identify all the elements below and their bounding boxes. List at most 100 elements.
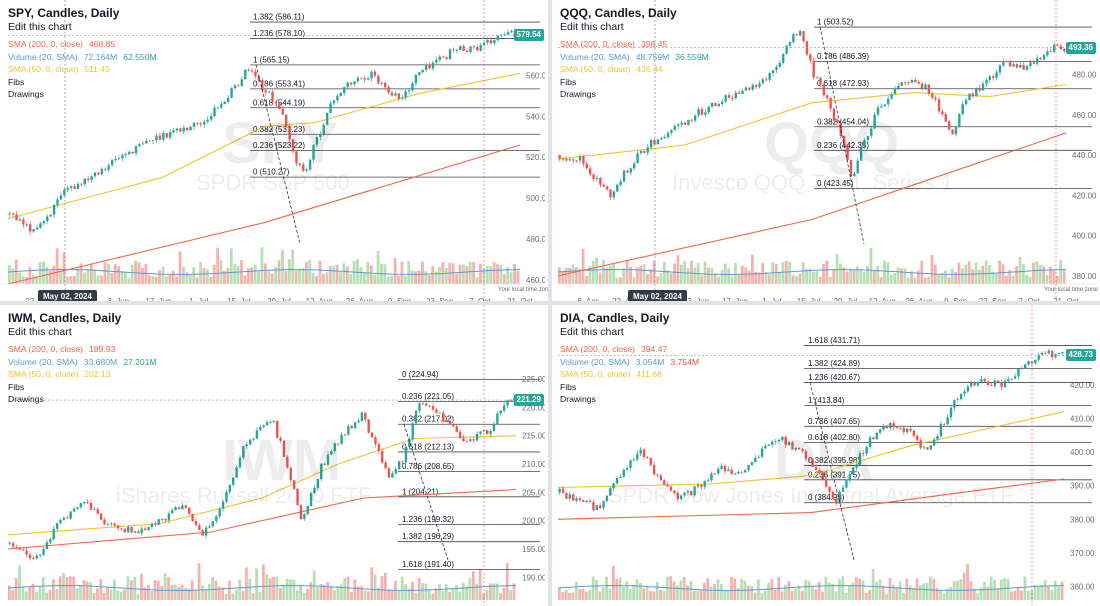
candle-body [754,457,757,463]
candle-body [235,467,238,478]
edit-chart-link[interactable]: Edit this chart [8,326,72,338]
legend-volume[interactable]: Volume (20, SMA) 72.164M 62.550M [8,52,157,62]
chart-panel-qqq[interactable]: 480.00 460.00 440.00 420.00 400.00 380.00 1 (5… [552,0,1100,301]
legend-sma[interactable]: SMA (200, 0, close) 189.93 [8,344,115,354]
legend-drawings[interactable]: Drawings [8,394,44,404]
legend-sma[interactable]: SMA (50, 0, close) 511.45 [8,64,110,74]
volume-bar [335,264,339,284]
volume-bar [284,270,288,284]
legend-fibs[interactable]: Fibs [560,77,576,87]
volume-bar [100,275,103,284]
volume-bar [151,276,155,284]
legend-sma[interactable]: SMA (50, 0, close) 411.68 [560,369,662,379]
volume-bar [972,588,976,600]
volume-bar [902,592,905,600]
timezone-label[interactable]: Your local time zone [1044,287,1098,293]
candle-body [947,121,951,130]
candle-body [18,219,22,221]
volume-bar [1043,579,1047,600]
edit-chart-link[interactable]: Edit this chart [560,326,624,338]
volume-bar [811,586,814,600]
legend-sma[interactable]: SMA (50, 0, close) 436.44 [560,64,663,74]
volume-bar [444,584,448,600]
legend-fibs[interactable]: Fibs [8,77,24,87]
candle-body [1019,65,1022,68]
candle-body [221,501,225,509]
edit-chart-link[interactable]: Edit this chart [8,21,72,33]
candle-body [407,90,411,92]
chart-panel-dia[interactable]: 420.00 410.00 400.00 390.00 380.00 370.00 360.… [552,305,1100,606]
candle-body [104,168,107,170]
legend-sma[interactable]: SMA (200, 0, close) 398.45 [560,39,667,49]
volume-bar [41,576,45,600]
volume-bar [55,248,59,284]
volume-bar [608,265,612,284]
candle-body [303,514,306,520]
legend-drawings[interactable]: Drawings [8,89,44,99]
fib-level-label: 1.618 (431.71) [808,336,860,345]
legend-drawings[interactable]: Drawings [560,394,596,404]
candle-body [919,440,922,448]
volume-bar [343,577,347,600]
volume-bar [1055,275,1059,284]
legend-volume[interactable]: Volume (20, SMA) 3.054M 3.754M [560,357,699,367]
volume-bar [309,582,313,600]
volume-bar [797,585,801,600]
candle-body [199,123,203,125]
volume-bar [720,269,724,284]
candle-body [11,213,15,215]
candle-body [616,184,619,192]
candle-body [612,483,615,489]
candle-body [309,493,313,506]
chart-canvas[interactable]: 480.00 460.00 440.00 420.00 400.00 380.00 1 (5… [552,0,1097,301]
fib-anchor-line[interactable] [255,64,301,245]
chart-panel-spy[interactable]: 560.00 540.00 520.00 500.00 480.00 460.00 1.38… [0,0,548,301]
candle-body [244,69,247,80]
volume-bar [45,592,49,600]
candle-body [228,484,232,492]
volume-bar [11,268,15,284]
legend-volume[interactable]: Volume (20, SMA) 33.680M 27.201M [8,357,157,367]
candle-body [242,446,245,458]
fib-anchor-line[interactable] [819,27,865,245]
volume-bar [832,269,836,284]
volume-bar [146,584,150,600]
volume-bar [144,264,148,284]
volume-bar [824,576,828,600]
edit-chart-link[interactable]: Edit this chart [560,21,624,33]
candle-body [826,95,829,99]
legend-volume[interactable]: Volume (20, SMA) 48.759M 36.559M [560,52,709,62]
candle-body [299,505,303,520]
volume-bar [942,593,946,600]
legend-fibs[interactable]: Fibs [8,382,24,392]
volume-bar [854,576,858,600]
volume-bar [635,267,639,284]
legend-sma[interactable]: SMA (50, 0, close) 202.13 [8,369,111,379]
candle-body [347,425,350,435]
candle-body [917,82,920,84]
candle-body [970,382,973,387]
volume-bar [591,576,595,600]
legend-sma[interactable]: SMA (200, 0, close) 468.85 [8,39,115,49]
chart-canvas[interactable]: 225.00220.00215.00210.00205.00200.00195.… [0,305,545,606]
chart-canvas[interactable]: 420.00 410.00 400.00 390.00 380.00 370.00 360.… [552,305,1097,606]
candle-body [265,422,269,426]
legend-fibs[interactable]: Fibs [560,382,576,392]
chart-canvas[interactable]: 560.00 540.00 520.00 500.00 480.00 460.00 1.38… [0,0,545,301]
fib-anchor-line[interactable] [809,382,855,561]
candle-body [357,420,360,423]
legend-value: 436.44 [636,64,663,75]
legend-drawings[interactable]: Drawings [560,89,596,99]
fib-anchor-line[interactable] [403,424,449,561]
legend-sma[interactable]: SMA (200, 0, close) 394.47 [560,344,667,354]
candle-body [259,426,262,431]
volume-bar [79,263,83,284]
candle-body [237,85,240,87]
volume-bar [123,589,126,600]
candle-body [469,46,472,53]
timezone-label[interactable]: Your local time zone [498,287,548,293]
volume-bar [158,270,161,284]
volume-bar [482,593,485,600]
chart-panel-iwm[interactable]: 225.00 220.00 215.00 210.00 205.00 200.00 195.… [0,305,548,606]
candle-body [751,84,754,90]
